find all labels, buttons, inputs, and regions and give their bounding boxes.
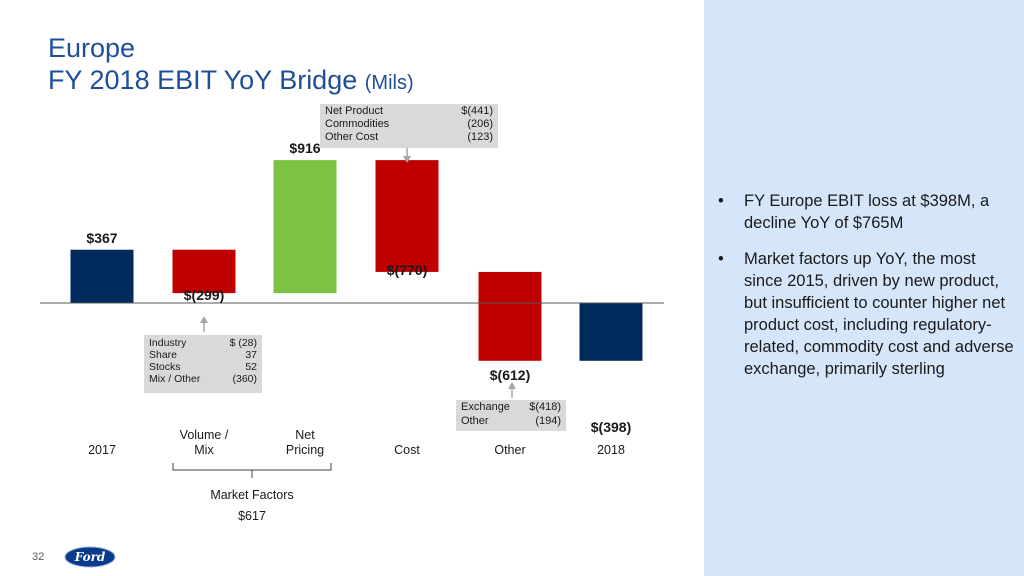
bar-value-label: $(612) bbox=[489, 366, 531, 383]
bar-value-label: $(770) bbox=[386, 261, 428, 278]
callout-row: Other Cost (123) bbox=[325, 131, 493, 143]
market-factors-bracket bbox=[172, 463, 332, 478]
ford-logo-text: Ford bbox=[74, 550, 106, 564]
category-label: Net Pricing bbox=[265, 428, 345, 458]
category-label: Other bbox=[470, 428, 550, 458]
waterfall-chart bbox=[40, 147, 664, 478]
bar-5 bbox=[579, 303, 643, 361]
commentary-bullets: • FY Europe EBIT loss at $398M, a declin… bbox=[718, 190, 1018, 394]
other-callout-arrow bbox=[508, 382, 516, 398]
callout-row: Industry $ (28) bbox=[149, 337, 257, 349]
bullet-item: • FY Europe EBIT loss at $398M, a declin… bbox=[718, 190, 1018, 234]
bar-0 bbox=[70, 249, 134, 303]
bullet-text: Market factors up YoY, the most since 20… bbox=[744, 250, 1014, 378]
bars-group bbox=[70, 160, 643, 361]
category-label-line: Volume / bbox=[179, 428, 229, 442]
bar-2 bbox=[273, 160, 337, 294]
callout-row: Other (194) bbox=[461, 415, 561, 427]
bar-4 bbox=[478, 271, 542, 361]
volume-callout-arrow bbox=[200, 316, 208, 332]
bullet-item: • Market factors up YoY, the most since … bbox=[718, 248, 1018, 380]
market-factors-value: $617 bbox=[238, 509, 266, 523]
cost-callout-arrow bbox=[403, 147, 411, 163]
volume-callout: Industry $ (28) Share 37 Stocks 52 Mix / Ot… bbox=[144, 335, 262, 393]
page-number: 32 bbox=[32, 551, 45, 563]
bar-value-label: $(299) bbox=[183, 287, 225, 304]
bullet-glyph: • bbox=[718, 250, 724, 268]
bar-value-label: $(398) bbox=[590, 418, 632, 435]
other-callout: Exchange $(418) Other (194) bbox=[456, 400, 566, 431]
bar-value-label: $916 bbox=[289, 140, 321, 157]
category-label: 2017 bbox=[62, 428, 142, 458]
right-panel bbox=[704, 0, 1024, 576]
cost-callout: Net Product $(441) Commodities (206) Other… bbox=[320, 104, 498, 148]
bullet-text: FY Europe EBIT loss at $398M, a decline … bbox=[744, 192, 990, 232]
title-unit: (Mils) bbox=[364, 72, 414, 94]
category-label-line: Mix bbox=[194, 443, 214, 457]
page-title: Europe FY 2018 EBIT YoY Bridge (Mils) bbox=[48, 32, 414, 99]
market-factors-label: Market Factors bbox=[210, 488, 294, 502]
bar-1 bbox=[172, 249, 236, 294]
category-label-line: Other bbox=[494, 443, 526, 457]
category-label-line bbox=[571, 428, 651, 443]
callout-row: Exchange $(418) bbox=[461, 401, 561, 413]
category-label: 2018 bbox=[571, 428, 651, 458]
category-label-line: Net bbox=[295, 428, 315, 442]
bar-value-label: $367 bbox=[86, 229, 118, 246]
callout-row: Net Product $(441) bbox=[325, 105, 493, 117]
category-label-line bbox=[367, 428, 447, 443]
category-label-line bbox=[62, 428, 142, 443]
ford-logo: Ford bbox=[64, 546, 116, 568]
title-line1: Europe bbox=[48, 33, 136, 63]
callout-row: Mix / Other (360) bbox=[149, 373, 257, 385]
category-label: Cost bbox=[367, 428, 447, 458]
bar-3 bbox=[375, 160, 439, 272]
callout-row: Share 37 bbox=[149, 349, 257, 361]
category-label-line bbox=[470, 428, 550, 443]
category-label-line: 2017 bbox=[88, 443, 116, 457]
callout-row: Stocks 52 bbox=[149, 361, 257, 373]
title-line2: FY 2018 EBIT YoY Bridge bbox=[48, 65, 358, 95]
category-label: Volume / Mix bbox=[164, 428, 244, 458]
category-label-line: Pricing bbox=[285, 443, 325, 457]
category-label-line: Cost bbox=[394, 443, 420, 457]
category-label-line: 2018 bbox=[597, 443, 625, 457]
callout-row: Commodities (206) bbox=[325, 118, 493, 130]
bullet-glyph: • bbox=[718, 192, 724, 210]
